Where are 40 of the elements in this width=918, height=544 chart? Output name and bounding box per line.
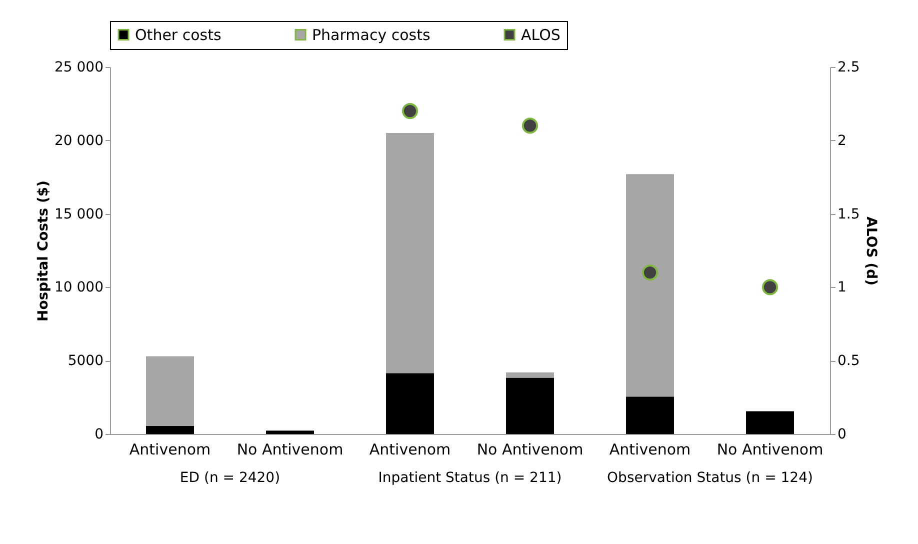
text: ED (n = 2420) — [178, 470, 282, 486]
point — [642, 264, 658, 281]
x-tick-label: No Antivenom — [716, 440, 824, 458]
y-tick-label: 20 000 — [54, 132, 104, 149]
y-tick-label: 0 — [94, 426, 104, 442]
legend-label: Other costs — [135, 26, 222, 44]
y-tick-label: 5000 — [68, 353, 104, 370]
text: Observation Status (n = 124) — [606, 470, 814, 486]
bar — [386, 373, 434, 434]
x-tick-label: No Antivenom — [236, 440, 344, 458]
bar — [146, 426, 194, 434]
y2-axis-title: ALOS (d) — [862, 216, 879, 286]
bar — [266, 430, 314, 434]
x-tick-label: Antivenom — [369, 440, 451, 458]
point — [522, 118, 538, 134]
bar — [386, 133, 434, 374]
point — [762, 279, 778, 296]
point — [402, 102, 418, 120]
x-tick-label: Antivenom — [609, 440, 691, 458]
y-tick-label: 10 000 — [54, 280, 104, 296]
legend-label: Pharmacy costs — [312, 26, 430, 44]
bar — [626, 396, 674, 434]
x-tick-label: Antivenom — [129, 440, 211, 458]
y-tick-label: 25 000 — [54, 60, 104, 76]
y-axis-title: Hospital Costs ($) — [36, 180, 52, 322]
bar — [746, 411, 794, 434]
y-tick-label: 15 000 — [54, 206, 104, 222]
bar — [506, 372, 554, 378]
y2-tick-label: 0.5 — [838, 353, 860, 370]
text: Inpatient Status (n = 211) — [377, 470, 563, 486]
bar — [146, 356, 194, 426]
y2-tick-label: 1.5 — [838, 206, 860, 222]
bar — [506, 378, 554, 434]
y2-tick-label: 2 — [838, 132, 846, 149]
y2-tick-label: 1 — [838, 280, 846, 296]
legend-label: ALOS — [521, 26, 560, 44]
x-tick-label: No Antivenom — [476, 440, 584, 458]
y2-tick-label: 2.5 — [838, 60, 860, 76]
bar — [626, 174, 674, 397]
y2-tick-label: 0 — [838, 426, 846, 442]
